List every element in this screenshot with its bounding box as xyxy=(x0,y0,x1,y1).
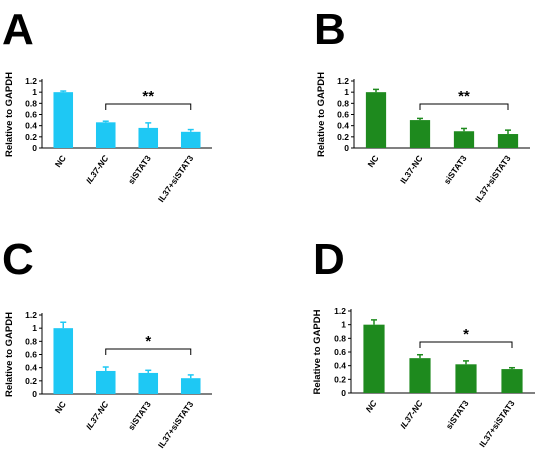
x-tick-label: IL37-NC xyxy=(84,399,111,432)
x-tick-label: IL37-NC xyxy=(398,398,425,431)
panel-letter-c: C xyxy=(2,235,34,284)
bar xyxy=(497,134,519,148)
significance-label: * xyxy=(463,326,469,343)
bar xyxy=(53,328,74,394)
chart-b: Relative to GAPDH 00.20.40.6 0.811.2 NC IL37… xyxy=(316,72,530,204)
y-axis-label: Relative to GAPDH xyxy=(4,312,15,397)
y-tick-label: 0.6 xyxy=(334,347,346,357)
y-tick-label: 1.2 xyxy=(25,310,37,320)
x-tick-label: NC xyxy=(365,153,380,169)
chart-d: Relative to GAPDH 0 0.2 0.4 0.6 0.8 1 1.2 NC IL37… xyxy=(312,306,535,449)
x-tick-label: siSTAT3 xyxy=(126,399,153,432)
y-tick-label: 0 xyxy=(32,143,37,153)
bar xyxy=(409,358,431,393)
bar xyxy=(455,364,477,393)
y-tick-label: 0.2 xyxy=(337,132,349,142)
bar xyxy=(95,370,116,394)
x-tick-label: siSTAT3 xyxy=(126,153,153,186)
y-tick-label: 0.6 xyxy=(337,110,349,120)
bar xyxy=(363,324,385,393)
panel-letter-b: B xyxy=(314,5,346,54)
y-tick-label: 1 xyxy=(341,320,346,330)
y-tick-label: 0.4 xyxy=(334,361,346,371)
y-tick-label: 1.2 xyxy=(25,76,37,86)
significance-bracket xyxy=(419,341,513,348)
y-axis-label: Relative to GAPDH xyxy=(316,72,327,157)
y-tick-label: 0.6 xyxy=(25,110,37,120)
bar xyxy=(501,369,523,393)
x-tick-label: NC xyxy=(53,399,68,415)
panel-a: A Relative to GAPDH 00.20.40.6 0.811.2 NC IL… xyxy=(2,5,212,204)
x-tick-label: IL37-NC xyxy=(84,153,111,186)
y-tick-label: 0.6 xyxy=(25,350,37,360)
x-tick-label: IL37+siSTAT3 xyxy=(477,398,517,449)
bar xyxy=(180,378,201,394)
chart-c: Relative to GAPDH 0 0.2 0.4 0.6 0.8 1 1.2 NC IL37… xyxy=(4,310,212,450)
significance-bracket xyxy=(419,103,509,110)
panel-d: D Relative to GAPDH 0 0.2 0.4 0.6 0.8 1 1.2 NC IL… xyxy=(312,235,535,449)
x-tick-label: IL37+siSTAT3 xyxy=(156,153,196,204)
panel-letter-a: A xyxy=(2,5,34,54)
bar xyxy=(138,372,159,394)
x-tick-label: NC xyxy=(53,153,68,169)
y-axis-label: Relative to GAPDH xyxy=(4,72,15,157)
significance-bracket xyxy=(105,103,192,110)
y-tick-label: 0.8 xyxy=(25,336,37,346)
chart-a: Relative to GAPDH 00.20.40.6 0.811.2 NC IL37… xyxy=(4,72,212,204)
y-tick-label: 0.2 xyxy=(25,376,37,386)
y-tick-label: 0 xyxy=(344,143,349,153)
y-tick-label: 0 xyxy=(32,389,37,399)
panel-c: C Relative to GAPDH 0 0.2 0.4 0.6 0.8 1 1.2 NC IL… xyxy=(2,235,212,450)
significance-bracket xyxy=(105,348,192,355)
significance-label: ** xyxy=(458,88,470,105)
y-tick-label: 1.2 xyxy=(337,76,349,86)
y-tick-label: 0.2 xyxy=(25,132,37,142)
bar xyxy=(95,122,116,148)
bar xyxy=(138,127,159,148)
bar xyxy=(365,92,387,148)
significance-label: ** xyxy=(142,88,154,105)
bar xyxy=(453,131,475,148)
y-tick-label: 0 xyxy=(341,388,346,398)
y-tick-label: 0.2 xyxy=(334,374,346,384)
bar xyxy=(180,131,201,148)
panel-b: B Relative to GAPDH 00.20.40.6 0.811.2 NC IL… xyxy=(314,5,530,204)
y-tick-label: 1 xyxy=(344,87,349,97)
x-tick-label: siSTAT3 xyxy=(442,153,469,186)
y-tick-label: 0.4 xyxy=(25,363,37,373)
x-tick-label: siSTAT3 xyxy=(444,398,471,431)
bar xyxy=(53,92,74,148)
panel-letter-d: D xyxy=(313,235,345,284)
y-axis-label: Relative to GAPDH xyxy=(312,309,323,394)
significance-label: * xyxy=(145,333,151,350)
y-tick-label: 0.8 xyxy=(334,333,346,343)
y-tick-label: 1 xyxy=(32,87,37,97)
y-tick-label: 0.4 xyxy=(25,121,37,131)
x-tick-label: NC xyxy=(363,398,379,414)
y-tick-label: 0.8 xyxy=(25,98,37,108)
x-tick-label: IL37+siSTAT3 xyxy=(156,399,196,450)
x-tick-label: IL37+siSTAT3 xyxy=(473,153,513,204)
y-tick-label: 1 xyxy=(32,323,37,333)
bar xyxy=(409,120,431,148)
x-tick-label: IL37-NC xyxy=(398,153,425,185)
y-tick-label: 0.8 xyxy=(337,98,349,108)
y-tick-label: 0.4 xyxy=(337,121,349,131)
y-tick-label: 1.2 xyxy=(334,306,346,316)
